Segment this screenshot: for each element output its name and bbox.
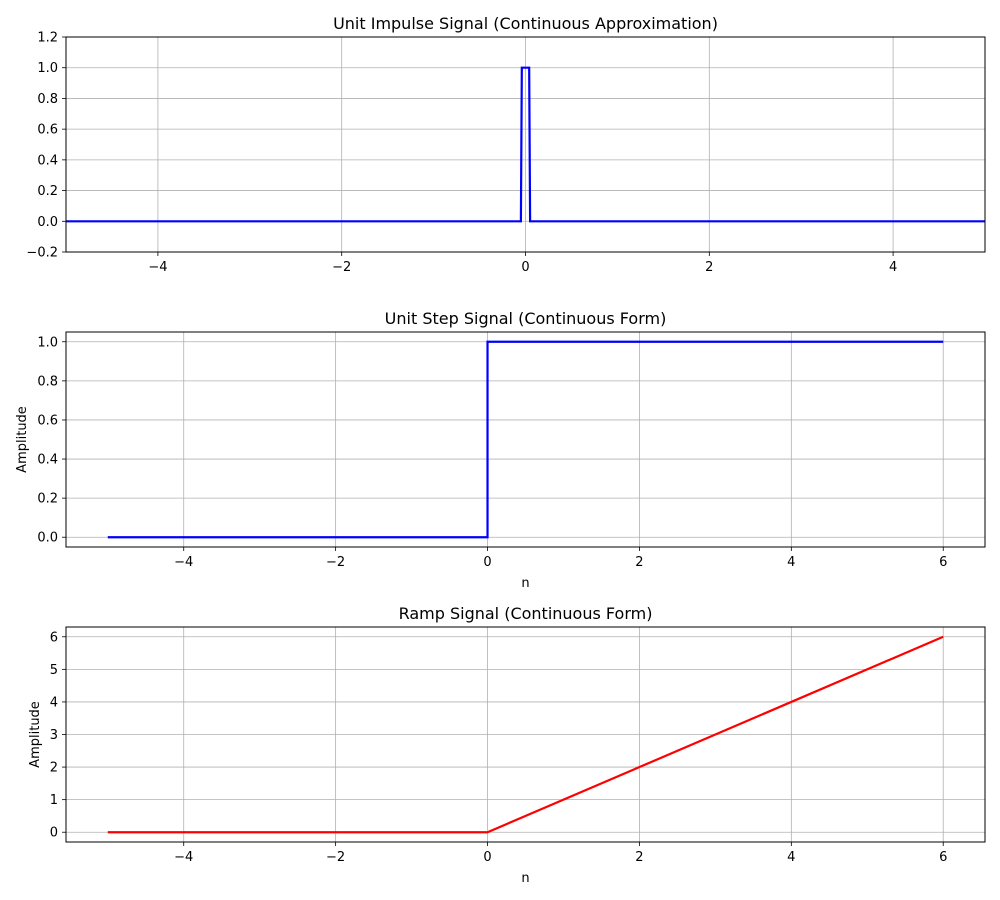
x-axis-label: n [521, 871, 529, 886]
y-tick-label: 0.4 [37, 153, 58, 168]
x-tick-label: 6 [939, 850, 947, 865]
x-tick-label: 6 [939, 555, 947, 570]
series-line-1 [66, 66, 985, 223]
y-tick-label: 0 [50, 826, 58, 841]
x-tick-label: −4 [148, 260, 167, 275]
x-tick-label: −2 [332, 260, 351, 275]
chart-title: Ramp Signal (Continuous Form) [399, 604, 653, 623]
y-tick-label: 6 [50, 630, 58, 645]
y-tick-label: 0.0 [37, 531, 58, 546]
y-tick-label: 1 [50, 793, 58, 808]
x-tick-label: 0 [483, 555, 491, 570]
y-tick-label: 0.8 [37, 92, 58, 107]
y-tick-label: 5 [50, 663, 58, 678]
y-tick-label: 0.0 [37, 215, 58, 230]
x-tick-label: 4 [787, 850, 795, 865]
y-tick-label: 1.2 [37, 31, 58, 46]
x-tick-label: 4 [889, 260, 897, 275]
subplot-3: −4 −2 0 2 4 6 0 1 2 3 4 5 6 Ramp Signal (Continuous F… [28, 604, 986, 886]
y-axis-label: Amplitude [28, 701, 43, 768]
y-tick-label: 4 [50, 695, 58, 710]
x-tick-label: 2 [635, 555, 643, 570]
x-axis-label: n [521, 576, 529, 591]
x-tick-label: −2 [326, 850, 345, 865]
y-tick-label: 0.6 [37, 413, 58, 428]
x-tick-label: 0 [521, 260, 529, 275]
subplot-2: −4 −2 0 2 4 6 0.0 0.2 0.4 0.6 0.8 1.0 Unit Step Sign… [15, 309, 986, 591]
y-tick-label: 0.2 [37, 184, 58, 199]
y-tick-label: 0.8 [37, 374, 58, 389]
y-tick-label: 0.4 [37, 453, 58, 468]
x-tick-label: 2 [705, 260, 713, 275]
series-line-1 [107, 340, 944, 539]
y-tick-label: 0.6 [37, 123, 58, 138]
y-tick-label: 3 [50, 728, 58, 743]
x-tick-label: 0 [483, 850, 491, 865]
y-tick-label: 1.0 [37, 61, 58, 76]
plot-frame [65, 331, 986, 548]
x-tick-label: −4 [174, 850, 193, 865]
chart-title: Unit Step Signal (Continuous Form) [385, 309, 667, 328]
y-tick-label: −0.2 [26, 246, 58, 261]
chart-title: Unit Impulse Signal (Continuous Approxim… [333, 14, 718, 33]
y-tick-label: 0.2 [37, 492, 58, 507]
y-axis-label: Amplitude [15, 406, 30, 473]
x-tick-label: −4 [174, 555, 193, 570]
x-tick-label: 4 [787, 555, 795, 570]
y-tick-label: 2 [50, 761, 58, 776]
series-line-1 [107, 635, 944, 834]
x-tick-label: −2 [326, 555, 345, 570]
y-tick-label: 1.0 [37, 335, 58, 350]
x-tick-label: 2 [635, 850, 643, 865]
subplot-1: −4 −2 0 2 4 −0.2 0.0 0.2 0.4 0.6 0.8 1.0 1.2 Unit Imp… [26, 14, 986, 275]
